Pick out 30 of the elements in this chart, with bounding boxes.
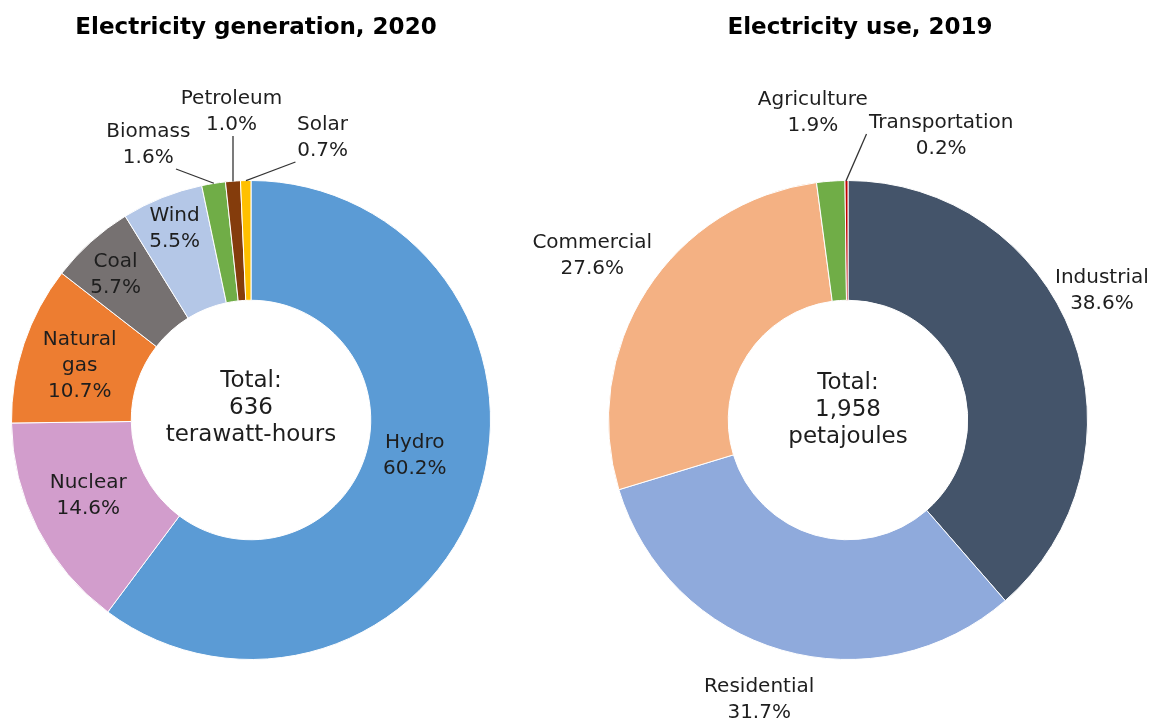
slice-label: Hydro xyxy=(384,429,445,454)
slice-label: Petroleum xyxy=(180,84,283,109)
slice-label: Nuclear xyxy=(49,469,128,494)
data-label: 0.2% xyxy=(915,134,967,159)
data-label: 38.6% xyxy=(1070,289,1134,314)
data-label: 1.6% xyxy=(122,144,174,169)
slice-label: Natural gas xyxy=(42,326,117,377)
slice-label: Biomass xyxy=(106,118,191,143)
data-label: 10.7% xyxy=(47,378,112,403)
slice-label: Commercial xyxy=(532,228,653,253)
slice-label: Wind xyxy=(149,201,200,226)
slice-label: Solar xyxy=(297,111,349,136)
text: Total: 636 terawatt-hours xyxy=(165,365,337,446)
chart-title: Electricity generation, 2020 xyxy=(74,12,438,41)
data-label: 0.7% xyxy=(297,137,348,162)
data-label: 1.0% xyxy=(206,110,257,135)
chart-title: Electricity use, 2019 xyxy=(726,12,994,41)
data-label: 27.6% xyxy=(560,254,624,279)
data-label: 5.5% xyxy=(149,227,200,252)
data-label: 14.6% xyxy=(56,495,120,520)
data-label: 1.9% xyxy=(787,112,839,137)
data-label: 60.2% xyxy=(382,455,447,480)
slice-label: Agriculture xyxy=(757,86,868,111)
data-label: 31.7% xyxy=(727,698,791,722)
slice-label: Industrial xyxy=(1054,263,1149,288)
slice-label: Residential xyxy=(704,672,815,697)
slice-label: Transportation xyxy=(868,108,1014,133)
text: Total: 1,958 petajoules xyxy=(788,367,908,448)
slice-label: Coal xyxy=(93,247,138,272)
data-label: 5.7% xyxy=(90,273,141,298)
